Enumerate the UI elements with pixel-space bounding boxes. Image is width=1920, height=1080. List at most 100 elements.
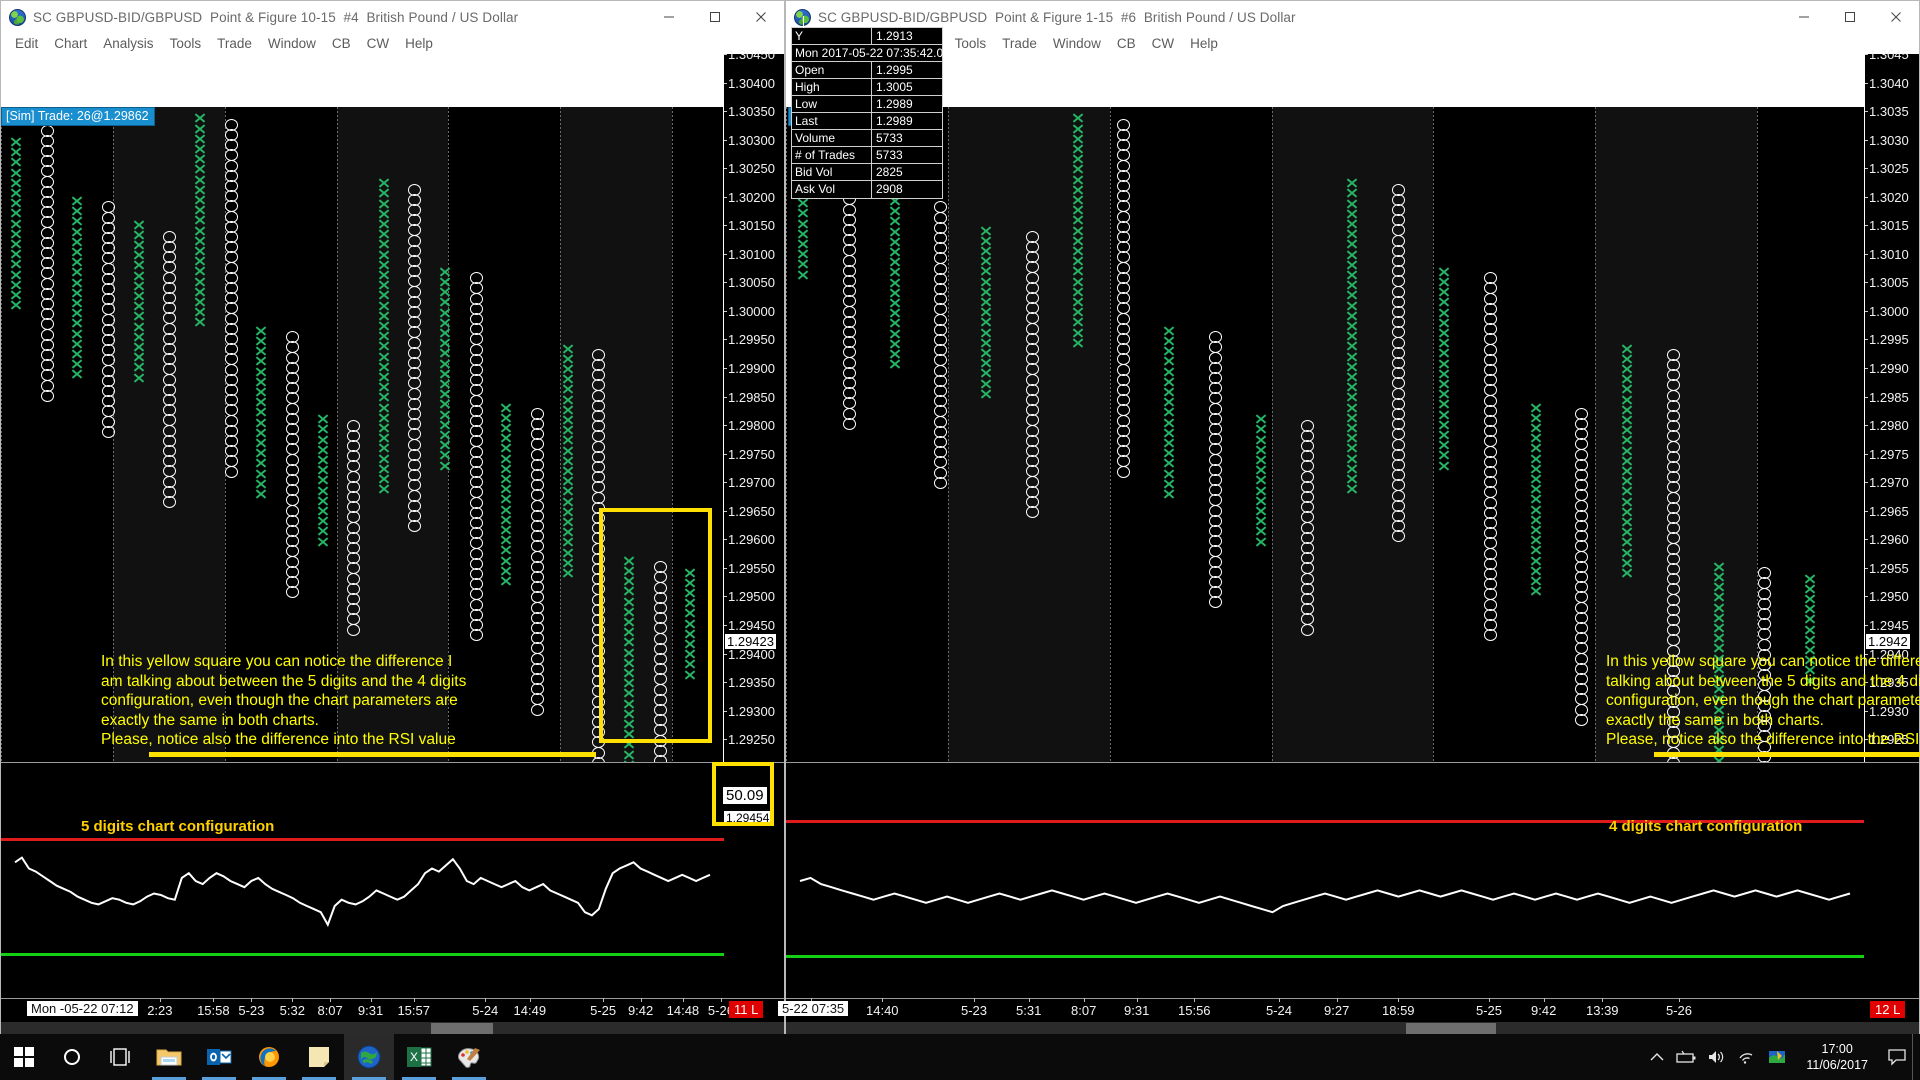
- pf-column-x: [70, 196, 84, 379]
- show-desktop-button[interactable]: [1912, 1034, 1920, 1080]
- menu-cb[interactable]: CB: [1116, 36, 1136, 51]
- menu-chart[interactable]: Chart: [54, 36, 88, 51]
- pf-o-mark: [40, 389, 54, 402]
- tray-app-icon[interactable]: [1762, 1034, 1792, 1080]
- taskbar-app-outlook[interactable]: [194, 1034, 244, 1080]
- pf-o-mark: [407, 520, 422, 533]
- sierra-chart-window-left[interactable]: SC GBPUSD-BID/GBPUSD Point & Figure 10-1…: [0, 0, 785, 1036]
- taskbar-app-sierra-chart[interactable]: [344, 1034, 394, 1080]
- sim-trade-badge-left: [Sim] Trade: 26@1.29862: [1, 107, 155, 126]
- rsi-subgraph-left[interactable]: [1, 762, 784, 998]
- app-globe-icon: [794, 8, 811, 26]
- minimize-icon[interactable]: [1781, 1, 1827, 33]
- taskbar-app-firefox[interactable]: [244, 1034, 294, 1080]
- time-highlight-right: 5-22 07:35: [778, 1001, 849, 1016]
- wifi-icon[interactable]: [1732, 1034, 1762, 1080]
- action-center-icon[interactable]: [1882, 1034, 1912, 1080]
- price-tick: 1.29650: [724, 503, 775, 519]
- menu-edit[interactable]: Edit: [15, 36, 39, 51]
- data-box-key: Ask Vol: [792, 181, 872, 198]
- menu-window[interactable]: Window: [1052, 36, 1101, 51]
- session-separator: [786, 107, 787, 815]
- time-tick: 13:39: [1586, 998, 1619, 1018]
- price-tick: 1.30000: [724, 303, 775, 319]
- annotation-line: exactly the same in both charts.: [101, 711, 319, 729]
- close-icon[interactable]: [738, 1, 784, 33]
- taskbar-app-sticky-notes[interactable]: [294, 1034, 344, 1080]
- menu-trade[interactable]: Trade: [1002, 36, 1037, 51]
- windows-taskbar[interactable]: X: [0, 1034, 1920, 1080]
- maximize-icon[interactable]: [692, 1, 738, 33]
- pf-o-mark: [933, 476, 948, 489]
- sierra-chart-window-right[interactable]: SC GBPUSD-BID/GBPUSD Point & Figure 1-15…: [778, 0, 1920, 1036]
- menu-tools[interactable]: Tools: [169, 36, 202, 51]
- menu-tools[interactable]: Tools: [954, 36, 987, 51]
- scrollbar-thumb[interactable]: [431, 1023, 493, 1035]
- price-chart-left[interactable]: [Sim] Trade: 26@1.29862: [1, 107, 784, 815]
- horizontal-scrollbar-right[interactable]: [786, 1022, 1919, 1036]
- price-tick: 1.2995: [1865, 332, 1909, 348]
- price-scale-right[interactable]: 1.3045 1.3040 1.3035 1.3030 1.3025 1.3020 1.30…: [1864, 47, 1919, 762]
- menubar-left[interactable]: Edit Chart Analysis Tools Trade Window C…: [1, 33, 784, 54]
- menu-trade[interactable]: Trade: [217, 36, 252, 51]
- pf-column-x: [9, 137, 23, 314]
- menu-help[interactable]: Help: [405, 36, 433, 51]
- window-controls-left[interactable]: [646, 1, 784, 33]
- title-study: Point & Figure 1-15: [994, 9, 1114, 25]
- task-view-icon[interactable]: [96, 1034, 144, 1080]
- taskbar-app-excel[interactable]: X: [394, 1034, 444, 1080]
- price-tick: 1.29550: [724, 560, 775, 576]
- taskbar-app-file-explorer[interactable]: [144, 1034, 194, 1080]
- pf-x-mark: [193, 317, 207, 328]
- price-tick: 1.29950: [724, 332, 775, 348]
- close-icon[interactable]: [1873, 1, 1919, 33]
- window-controls-right[interactable]: [1781, 1, 1919, 33]
- time-axis-right[interactable]: 5-22 07:35 12 L 5-22 07:3514:405-235:318…: [778, 998, 1919, 1022]
- taskbar-clock[interactable]: 17:00 11/06/2017: [1792, 1041, 1882, 1073]
- menu-cw[interactable]: CW: [366, 36, 390, 51]
- menu-help[interactable]: Help: [1190, 36, 1218, 51]
- annotation-line: configuration, even though the chart par…: [1606, 692, 1920, 709]
- price-tick: 1.29800: [724, 418, 775, 434]
- maximize-icon[interactable]: [1827, 1, 1873, 33]
- price-tick: 1.29350: [724, 675, 775, 691]
- start-button[interactable]: [0, 1034, 48, 1080]
- menu-window[interactable]: Window: [267, 36, 316, 51]
- rsi-subgraph-right[interactable]: [786, 762, 1919, 998]
- menu-analysis[interactable]: Analysis: [103, 36, 154, 51]
- annotation-line: talking about between the 5 digits and t…: [1606, 672, 1920, 690]
- time-tick: 2:23: [147, 998, 173, 1018]
- pf-column-o: [469, 272, 483, 642]
- horizontal-scrollbar-left[interactable]: [1, 1022, 784, 1036]
- session-separator: [1271, 107, 1273, 815]
- pf-o-mark: [224, 465, 238, 478]
- show-hidden-icons-chevron-icon[interactable]: [1642, 1034, 1672, 1080]
- price-tick: 1.30050: [724, 275, 775, 291]
- annotation-line: am talking about between the 5 digits an…: [101, 672, 467, 690]
- pf-column-o: [224, 118, 238, 478]
- titlebar-right[interactable]: SC GBPUSD-BID/GBPUSD Point & Figure 1-15…: [786, 1, 1919, 33]
- pf-x-mark: [561, 567, 575, 578]
- cortana-search-icon[interactable]: [48, 1034, 96, 1080]
- minimize-icon[interactable]: [646, 1, 692, 33]
- annotation-line: In this yellow square you can notice the…: [1606, 653, 1920, 670]
- price-tick: 1.30100: [724, 246, 775, 262]
- titlebar-left[interactable]: SC GBPUSD-BID/GBPUSD Point & Figure 10-1…: [1, 1, 784, 33]
- system-tray[interactable]: 17:00 11/06/2017: [1642, 1034, 1920, 1080]
- price-tick: 1.29500: [724, 589, 775, 605]
- volume-icon[interactable]: [1702, 1034, 1732, 1080]
- price-tick: 1.2950: [1865, 589, 1909, 605]
- title-instrument: British Pound / US Dollar: [1143, 9, 1296, 25]
- app-running-indicator: [152, 1077, 186, 1080]
- data-box-value: 5733: [876, 131, 903, 145]
- menu-cw[interactable]: CW: [1151, 36, 1175, 51]
- data-box-row: Ask Vol 2908: [792, 181, 942, 198]
- time-tick: 8:07: [1071, 998, 1097, 1018]
- battery-icon[interactable]: [1672, 1034, 1702, 1080]
- time-axis-left[interactable]: Mon -05-22 07:12 11 L 2:23 15:58 5-23 5:32 8…: [1, 998, 784, 1022]
- taskbar-app-paint[interactable]: [444, 1034, 494, 1080]
- scrollbar-thumb[interactable]: [1406, 1023, 1496, 1035]
- price-scale-left[interactable]: 1.30450 1.30400 1.30350 1.30300 1.30250 1.302…: [723, 47, 784, 762]
- price-chart-right[interactable]: [Sim] Trade: 26@1.2925: [786, 107, 1919, 815]
- menu-cb[interactable]: CB: [331, 36, 351, 51]
